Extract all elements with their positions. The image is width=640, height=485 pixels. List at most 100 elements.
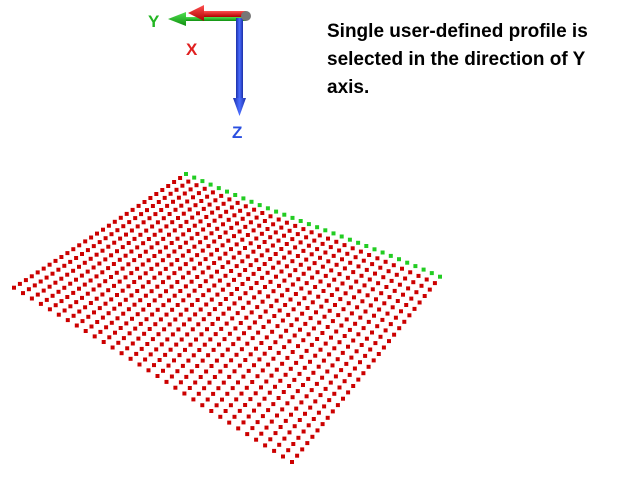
grid-point — [215, 247, 219, 252]
grid-point — [223, 363, 228, 368]
grid-point — [74, 300, 79, 305]
grid-point — [184, 374, 189, 379]
grid-point — [212, 307, 217, 312]
grid-point — [237, 229, 242, 234]
grid-point — [346, 344, 350, 349]
grid-point — [106, 311, 111, 316]
grid-point — [182, 322, 186, 327]
grid-point — [240, 282, 245, 286]
grid-point — [186, 249, 191, 254]
grid-point — [143, 293, 148, 298]
grid-point — [332, 391, 337, 396]
grid-point — [154, 192, 159, 196]
grid-point — [288, 297, 293, 302]
grid-point — [242, 331, 246, 336]
grid-point — [383, 328, 388, 333]
grid-point — [205, 194, 210, 199]
grid-point — [424, 277, 429, 282]
grid-point — [276, 396, 281, 400]
grid-point — [213, 332, 218, 337]
grid-point — [309, 342, 314, 347]
grid-point — [220, 243, 225, 248]
grid-point — [163, 266, 168, 271]
grid-point — [302, 365, 307, 370]
grid-point — [287, 430, 292, 435]
grid-point — [241, 305, 246, 310]
grid-point — [254, 281, 259, 285]
grid-point — [83, 305, 88, 310]
grid-point — [417, 300, 422, 305]
grid-point — [318, 347, 323, 352]
grid-point — [347, 372, 352, 377]
grid-point — [150, 312, 155, 317]
grid-point — [178, 312, 183, 317]
grid-point — [223, 230, 228, 235]
grid-point — [221, 311, 226, 316]
grid-point — [271, 265, 276, 270]
selected-profile-point — [298, 219, 303, 223]
grid-point — [12, 285, 16, 290]
grid-point — [175, 369, 180, 374]
y-axis-label: Y — [148, 12, 160, 31]
grid-point — [139, 212, 144, 217]
grid-point — [130, 341, 135, 346]
grid-point — [273, 431, 278, 436]
grid-point — [172, 358, 176, 363]
grid-point — [200, 248, 205, 253]
grid-point — [212, 218, 217, 223]
grid-point — [176, 327, 181, 332]
grid-point — [109, 275, 113, 279]
grid-point — [121, 311, 126, 316]
grid-point — [282, 345, 287, 350]
grid-point — [204, 215, 209, 219]
grid-point — [80, 319, 85, 324]
grid-point — [328, 380, 333, 385]
grid-point — [140, 284, 145, 289]
grid-point — [179, 203, 184, 208]
grid-point — [296, 435, 301, 440]
grid-point — [206, 265, 211, 270]
grid-point — [409, 296, 414, 301]
grid-point — [266, 362, 271, 367]
grid-point — [284, 328, 289, 333]
grid-point — [323, 250, 328, 255]
grid-point — [103, 257, 108, 262]
grid-point — [118, 236, 123, 241]
grid-point — [330, 409, 335, 414]
grid-point — [351, 384, 356, 388]
grid-point — [91, 244, 96, 249]
grid-point — [85, 269, 90, 274]
grid-point — [50, 293, 55, 298]
grid-point — [225, 347, 230, 352]
grid-point — [53, 258, 58, 263]
grid-point — [204, 369, 209, 374]
grid-point — [214, 403, 219, 408]
grid-point — [235, 287, 239, 291]
grid-point — [236, 426, 241, 431]
grid-point — [387, 295, 392, 300]
grid-point — [226, 238, 231, 243]
grid-point — [175, 258, 180, 262]
grid-point — [279, 269, 284, 274]
grid-point — [196, 322, 201, 327]
grid-point — [62, 263, 67, 268]
grid-point — [189, 236, 194, 241]
grid-point — [174, 342, 179, 347]
grid-point — [236, 336, 241, 341]
selected-profile-point — [323, 228, 328, 233]
grid-point — [97, 240, 102, 245]
grid-point — [155, 307, 160, 312]
grid-point — [161, 303, 166, 308]
grid-point — [340, 281, 345, 286]
grid-point — [268, 279, 273, 284]
grid-point — [194, 337, 198, 342]
grid-point — [148, 352, 153, 357]
grid-point — [419, 283, 424, 288]
grid-point — [293, 223, 298, 228]
grid-point — [50, 271, 55, 276]
grid-point — [326, 283, 331, 288]
grid-point — [113, 330, 117, 335]
